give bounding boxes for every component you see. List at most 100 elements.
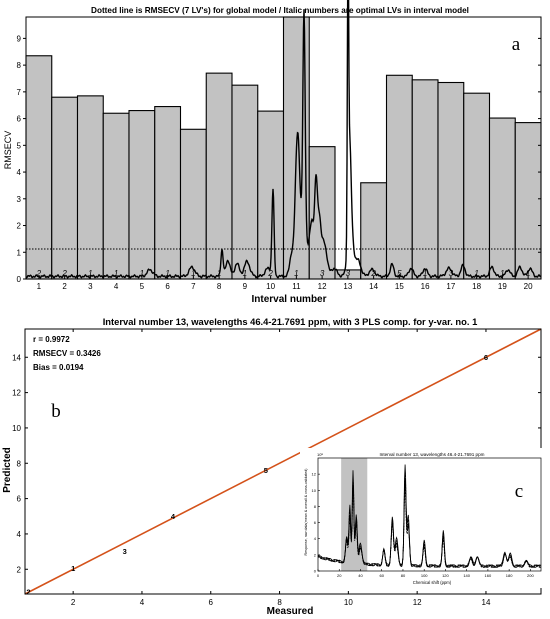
y-tick-label: 5	[17, 141, 22, 150]
x-tick-label: 9	[243, 282, 248, 291]
y-tick-label: 6	[17, 495, 22, 504]
sample-point-6: 6	[484, 353, 488, 362]
y-tick-label: 4	[314, 536, 317, 541]
y-tick-label: 0	[17, 275, 22, 284]
x-tick-label: 3	[88, 282, 93, 291]
chart-b-title: Interval number 13, wavelengths 46.4-21.…	[103, 316, 478, 327]
x-tick-label: 12	[318, 282, 327, 291]
bar-interval-1	[25, 55, 53, 280]
y-tick-label: 2	[17, 222, 22, 231]
regression-line	[24, 328, 542, 595]
x-tick-label: 14	[369, 282, 378, 291]
spectrum-trace	[25, 0, 542, 279]
y-tick-label: 12	[312, 472, 317, 477]
bar-interval-12	[308, 146, 336, 280]
y-tick-label: 8	[314, 504, 317, 509]
bar-interval-3	[76, 95, 104, 280]
chart-b-stat-bias: Bias = 0.0194	[33, 363, 84, 372]
bar-interval-17	[437, 81, 465, 280]
x-tick-label: 40	[358, 573, 363, 578]
x-tick-label: 120	[442, 573, 449, 578]
x-tick-label: 200	[527, 573, 534, 578]
chart-c-plot: 0 20 40 60 80 100 120 140 160 180 200 0 2 4 6 8 10 12	[312, 457, 542, 578]
chart-c-ylabel: Response, raw data(mean & overall & cros…	[304, 469, 308, 556]
chart-b-xlabel: Measured	[267, 606, 314, 617]
x-tick-label: 8	[217, 282, 222, 291]
x-tick-label: 8	[277, 598, 282, 607]
optimal-lv-label: 3	[346, 269, 351, 278]
bar-interval-18	[463, 92, 491, 280]
response-trace-4	[317, 487, 542, 568]
chart-b-ylabel: Predicted	[2, 447, 13, 493]
optimal-lv-label: 3	[449, 269, 454, 278]
y-tick-label: 12	[12, 389, 21, 398]
x-tick-label: 20	[524, 282, 533, 291]
y-tick-label: 3	[17, 195, 22, 204]
bar-interval-20	[514, 122, 542, 280]
optimal-lv-label: 1	[294, 269, 298, 278]
y-tick-label: 2	[314, 552, 317, 557]
y-tick-label: 0	[314, 569, 317, 574]
optimal-lv-label: 1	[243, 269, 247, 278]
x-tick-label: 60	[379, 573, 384, 578]
optimal-lv-label: 1	[217, 269, 221, 278]
bar-interval-7	[179, 128, 207, 280]
y-tick-label: 4	[17, 530, 22, 539]
x-tick-label: 80	[401, 573, 406, 578]
y-tick-label: 8	[17, 459, 22, 468]
panel-c-letter-bg	[502, 474, 536, 506]
optimal-lv-label: 2	[61, 269, 67, 278]
optimal-lv-label: 1	[114, 269, 118, 278]
y-tick-label: 10	[12, 424, 21, 433]
panel-c-background	[300, 448, 544, 588]
sample-point-5: 5	[264, 466, 268, 475]
bar-interval-9	[231, 84, 259, 280]
optimal-lv-label: 1	[474, 269, 478, 278]
x-tick-label: 0	[317, 573, 320, 578]
optimal-lv-label: 1	[165, 269, 169, 278]
x-tick-label: 11	[292, 282, 301, 291]
panel-b-letter: b	[51, 401, 61, 422]
panel-b: Interval number 13, wavelengths 46.4-21.…	[2, 316, 542, 617]
x-tick-label: 140	[463, 573, 470, 578]
chart-b-stat-r: r = 0.9972	[33, 335, 70, 344]
panel-a: Dotted line is RMSECV (7 LV's) for globa…	[3, 0, 542, 305]
sample-point-1: 1	[71, 564, 75, 573]
x-tick-label: 100	[421, 573, 428, 578]
optimal-lv-label: 1	[140, 269, 144, 278]
bar-interval-4	[102, 112, 130, 280]
y-tick-label: 7	[17, 88, 22, 97]
y-tick-label: 10	[312, 488, 317, 493]
chart-c-title: Interval number 13, wavelengths 46.4-21.…	[380, 452, 485, 457]
x-tick-label: 2	[62, 282, 67, 291]
bar-interval-14	[360, 182, 388, 280]
optimal-lv-label: 1	[526, 269, 530, 278]
sample-point-3: 3	[123, 547, 127, 556]
panel-c-letter: c	[515, 481, 523, 502]
x-tick-label: 14	[482, 598, 491, 607]
x-tick-label: 5	[140, 282, 145, 291]
x-tick-label: 4	[140, 598, 145, 607]
y-tick-label: 14	[12, 353, 21, 362]
optimal-lv-label: 3	[320, 269, 325, 278]
x-tick-label: 4	[114, 282, 119, 291]
x-tick-label: 17	[446, 282, 455, 291]
y-tick-label: 2	[17, 565, 22, 574]
chart-a-xlabel: Interval number	[251, 294, 326, 305]
bar-interval-2	[51, 96, 79, 280]
bar-interval-19	[488, 117, 516, 280]
x-tick-label: 7	[191, 282, 196, 291]
x-tick-label: 160	[485, 573, 492, 578]
bar-interval-5	[128, 110, 156, 280]
chart-c-frame	[317, 457, 542, 572]
chart-c-xlabel: Chemical shift (ppm)	[413, 580, 452, 585]
sample-point-4: 4	[171, 512, 176, 521]
bar-interval-6	[154, 106, 182, 280]
x-tick-label: 20	[337, 573, 342, 578]
chart-a-axes: 0123456789122231415161718191102111123133…	[17, 16, 542, 291]
y-tick-label: 6	[17, 115, 22, 124]
x-tick-label: 12	[413, 598, 422, 607]
x-tick-label: 6	[165, 282, 170, 291]
bar-interval-8	[205, 72, 233, 280]
